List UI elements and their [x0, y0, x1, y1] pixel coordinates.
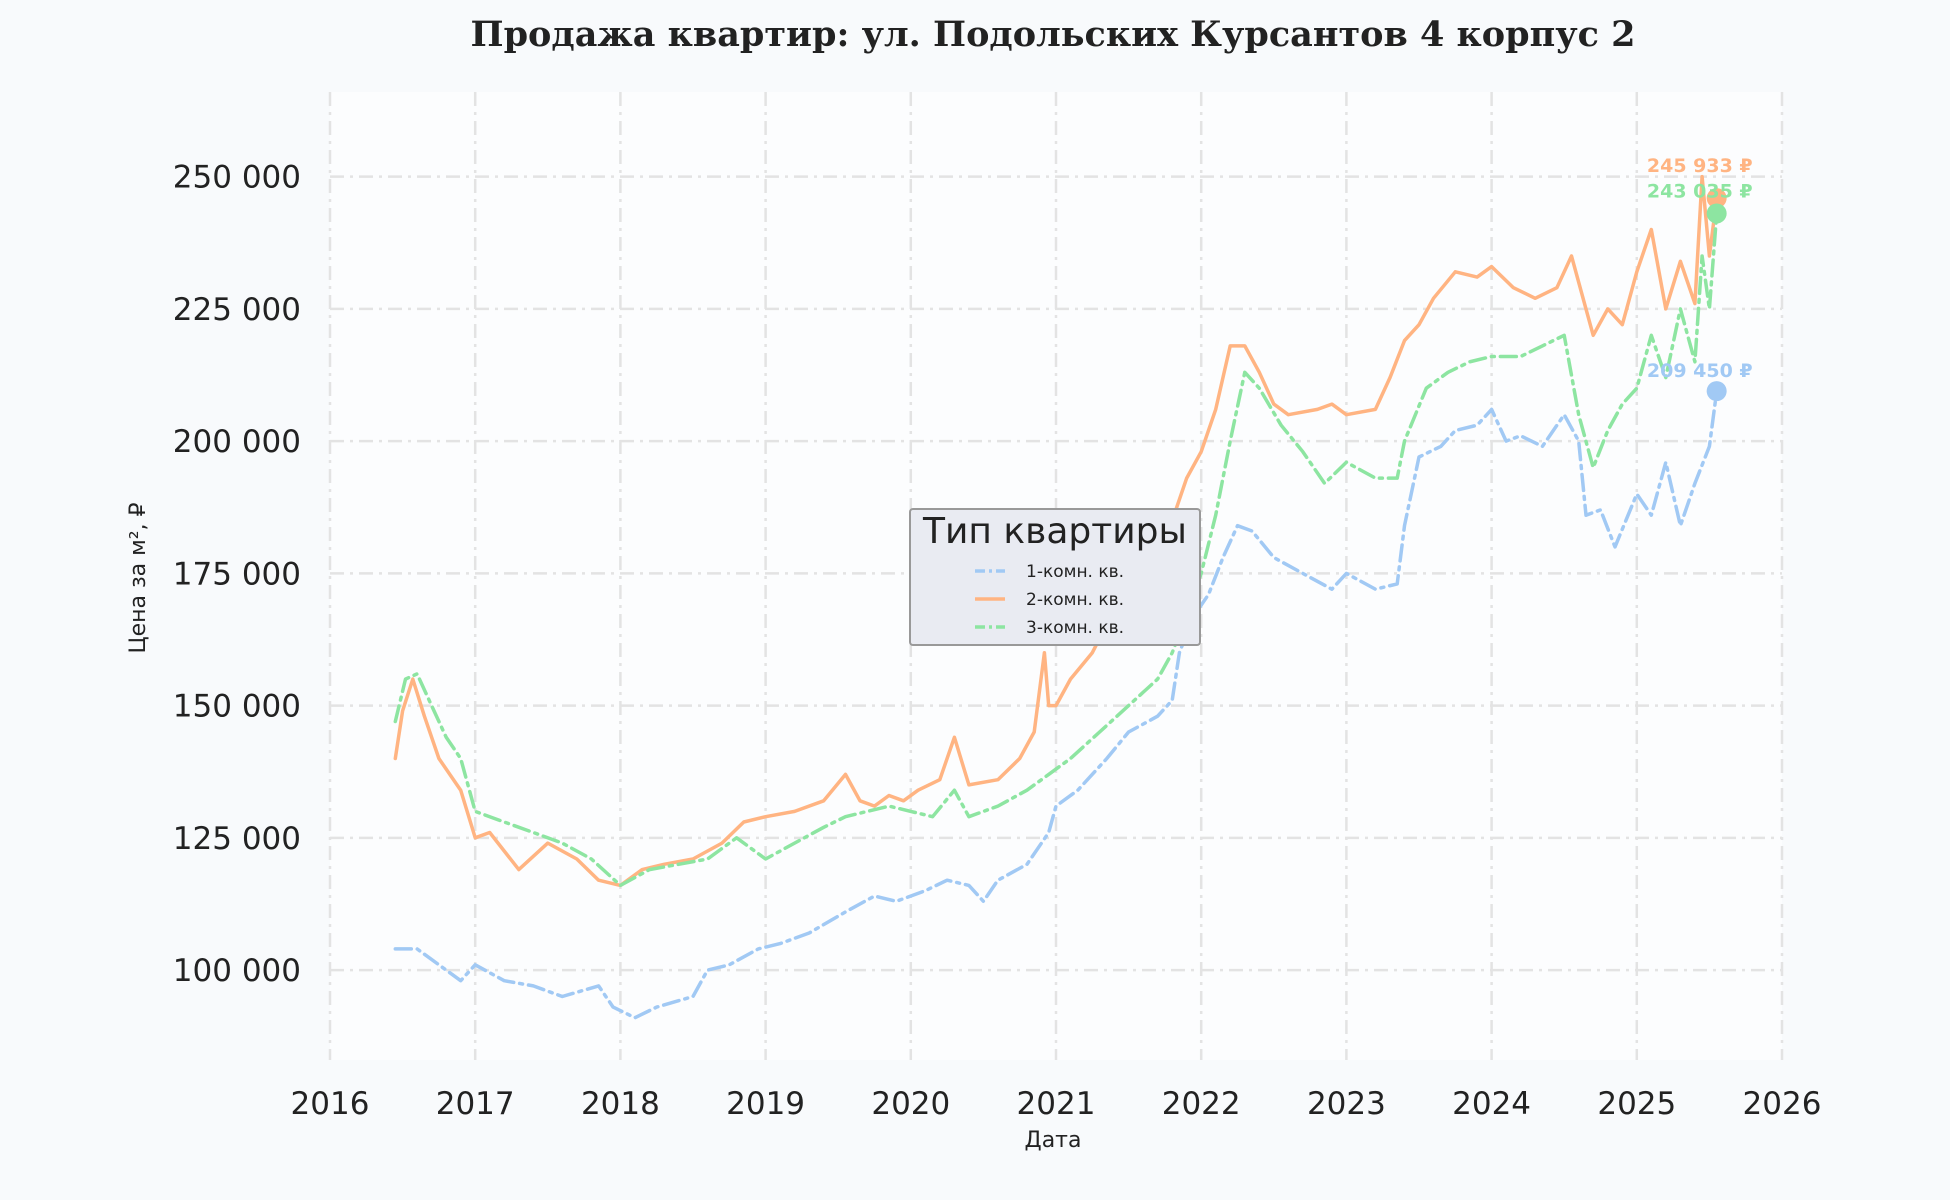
x-tick-label: 2022 — [1162, 1086, 1241, 1122]
legend-label-1: 1-комн. кв. — [1026, 562, 1124, 582]
y-tick-label: 125 000 — [173, 821, 301, 857]
chart-title: Продажа квартир: ул. Подольских Курсанто… — [471, 14, 1636, 55]
y-tick-label: 250 000 — [173, 160, 301, 196]
end-value-label-2: 245 933 ₽ — [1647, 155, 1753, 177]
x-tick-label: 2023 — [1307, 1086, 1386, 1122]
legend-title: Тип квартиры — [922, 511, 1187, 552]
end-point-2 — [1706, 188, 1727, 209]
x-tick-label: 2025 — [1597, 1086, 1676, 1122]
x-axis: 2016 2017 2018 2019 2020 2021 2022 2023 2024 2025… — [291, 1086, 1822, 1122]
y-tick-label: 225 000 — [173, 292, 301, 328]
x-tick-label: 2026 — [1743, 1086, 1822, 1122]
x-tick-label: 2020 — [871, 1086, 950, 1122]
y-tick-label: 175 000 — [173, 556, 301, 592]
legend-label-2: 2-комн. кв. — [1026, 590, 1124, 610]
series-line-3 — [393, 211, 1719, 888]
y-tick-label: 200 000 — [173, 424, 301, 460]
legend-label-3: 3-комн. кв. — [1026, 618, 1124, 638]
legend-box — [909, 508, 1201, 646]
end-point-3 — [1706, 203, 1727, 224]
y-axis: 100 000 125 000 150 000 175 000 200 000 225 0… — [173, 160, 301, 989]
x-tick-label: 2019 — [726, 1086, 805, 1122]
x-tick-label: 2024 — [1452, 1086, 1531, 1122]
end-markers: 209 450 ₽ 245 933 ₽ 243 035 ₽ — [1647, 155, 1753, 402]
end-point-1 — [1706, 381, 1727, 402]
x-tick-label: 2021 — [1017, 1086, 1096, 1122]
x-tick-label: 2018 — [581, 1086, 660, 1122]
y-tick-label: 150 000 — [173, 689, 301, 725]
end-value-label-1: 209 450 ₽ — [1647, 360, 1753, 382]
x-tick-label: 2016 — [291, 1086, 370, 1122]
y-tick-label: 100 000 — [173, 953, 301, 989]
end-value-label-3: 243 035 ₽ — [1647, 180, 1753, 202]
y-axis-label: Цена за м², ₽ — [126, 502, 151, 653]
legend: Тип квартиры 1-комн. кв. 2-комн. кв. 3-ком… — [909, 508, 1201, 646]
x-axis-label: Дата — [1025, 1128, 1082, 1153]
series-line-1 — [393, 389, 1719, 1020]
x-tick-label: 2017 — [436, 1086, 515, 1122]
